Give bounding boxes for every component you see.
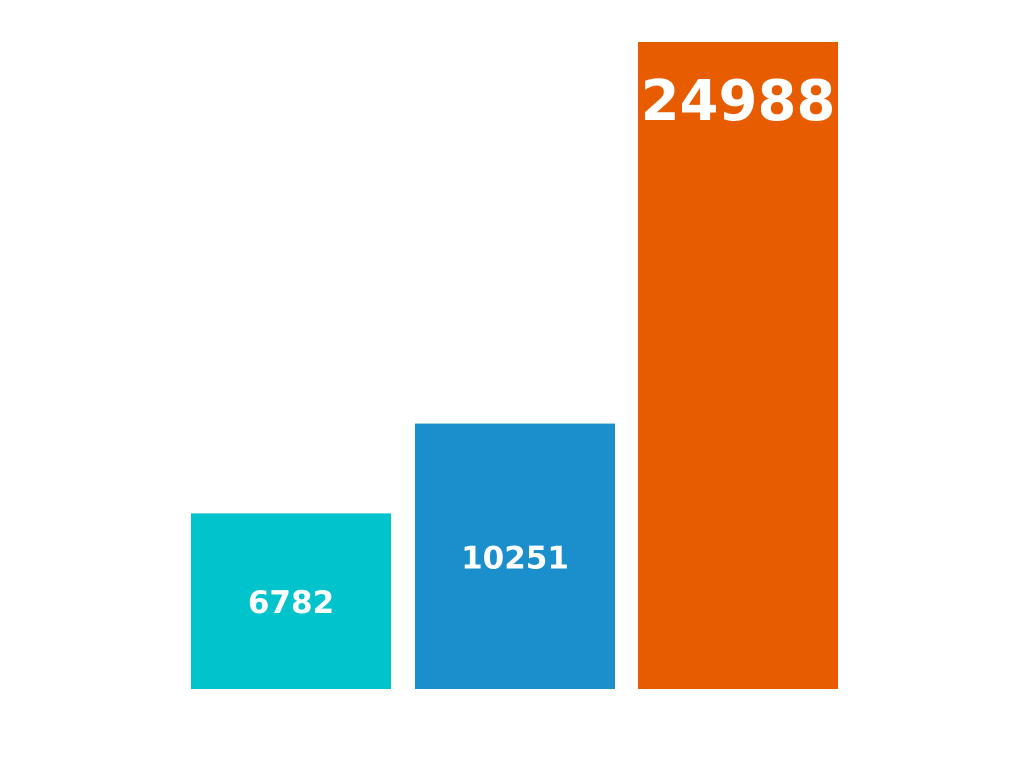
bar-2 bbox=[638, 42, 838, 689]
data-label-0: 6782 bbox=[248, 585, 334, 621]
data-label-1: 10251 bbox=[461, 540, 569, 576]
bar-0 bbox=[191, 513, 391, 689]
bar-1 bbox=[415, 423, 615, 689]
data-label-2: 24988 bbox=[641, 69, 836, 134]
